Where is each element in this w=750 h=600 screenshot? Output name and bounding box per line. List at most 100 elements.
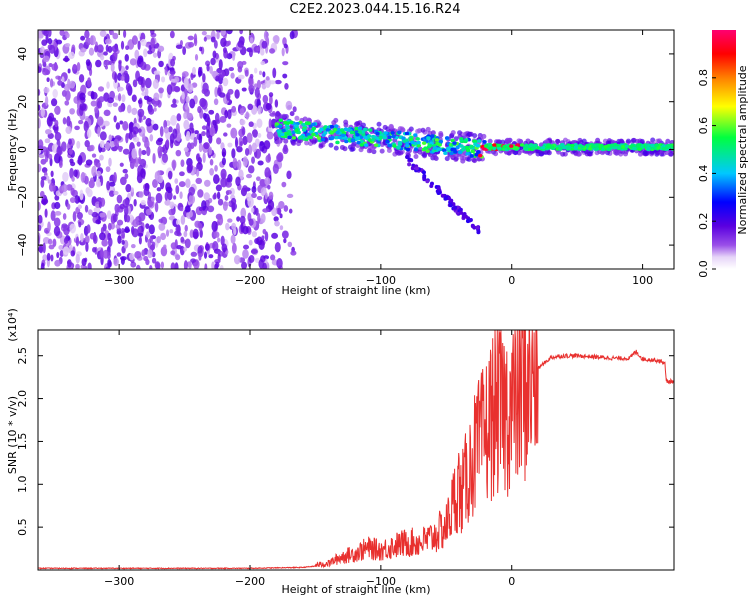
spectrum-point (96, 170, 102, 177)
spectrum-point (249, 37, 254, 44)
spectrum-point (262, 94, 269, 104)
spectrum-point (577, 137, 583, 143)
spectrum-point (63, 237, 69, 244)
spectrum-point (405, 147, 411, 152)
spectrum-point (216, 137, 222, 145)
spectrum-point (54, 201, 61, 210)
spectrum-point (48, 44, 56, 54)
colorbar-gradient (712, 30, 736, 269)
spectrum-point (68, 51, 75, 59)
spectrum-point (188, 210, 193, 218)
spectrum-point (262, 71, 266, 78)
spectrum-point (118, 60, 122, 72)
spectrum-point (240, 207, 247, 219)
chart-title: C2E2.2023.044.15.16.R24 (289, 2, 461, 17)
spectrum-point (198, 206, 203, 212)
spectrum-point (242, 249, 249, 259)
spectrum-point (281, 230, 289, 239)
spectrum-point (168, 215, 175, 221)
spectrum-point (146, 96, 153, 102)
spectrum-point (375, 131, 380, 136)
spectrum-point (174, 76, 180, 83)
spectrum-point (487, 143, 492, 148)
spectrum-point (170, 242, 177, 250)
spectrum-point (387, 135, 392, 139)
spectrum-point (97, 126, 101, 138)
spectrum-point (266, 131, 274, 140)
spectrum-point (183, 246, 188, 252)
spectrum-point (654, 143, 659, 147)
spectrum-point (84, 235, 90, 244)
spectrum-point (469, 154, 474, 158)
spectrum-point (149, 265, 153, 269)
spectrum-point (54, 119, 59, 128)
spectrum-point (407, 157, 412, 162)
spectrum-point (230, 197, 237, 205)
spectrum-point (116, 230, 122, 235)
spectrum-point (131, 35, 138, 45)
spectrum-point (251, 186, 257, 194)
spectrum-point (227, 40, 231, 46)
spectrum-point (348, 132, 354, 138)
spectrum-point (260, 60, 266, 66)
spectrum-point (50, 254, 54, 262)
spectrum-point (543, 139, 549, 145)
spectrogram-x-label: Height of straight line (km) (281, 284, 430, 297)
spectrogram-x-tick-label: −100 (366, 274, 396, 287)
spectrum-point (340, 133, 346, 138)
spectrum-point (105, 266, 111, 269)
spectrum-point (103, 59, 111, 66)
spectrum-point (356, 140, 361, 145)
spectrum-point (664, 150, 670, 156)
spectrum-point (221, 173, 226, 178)
spectrum-point (59, 250, 64, 257)
spectrum-point (230, 72, 235, 79)
spectrum-point (89, 144, 95, 152)
spectrum-point (215, 184, 222, 192)
spectrum-point (416, 143, 422, 148)
spectrum-point (62, 171, 69, 182)
spectrum-point (404, 131, 410, 136)
spectrum-point (98, 201, 102, 209)
spectrum-point (104, 65, 109, 70)
spectrum-point (289, 31, 295, 40)
spectrum-point (110, 30, 115, 36)
spectrum-point (198, 223, 203, 232)
spectrum-point (624, 144, 630, 149)
spectrum-point (123, 228, 131, 233)
colorbar-ticks: 0.0 0.2 0.4 0.6 0.8 (697, 69, 716, 278)
spectrum-point (168, 126, 173, 133)
spectrum-point (121, 227, 125, 233)
spectrum-point (45, 95, 49, 106)
spectrum-point (242, 185, 248, 193)
spectrum-point (121, 94, 126, 103)
spectrum-point (183, 230, 188, 238)
colorbar-tick-label: 0.6 (697, 117, 710, 135)
spectrum-point (80, 35, 86, 41)
spectrum-point (632, 146, 637, 151)
spectrum-point (254, 67, 258, 74)
spectrum-point (422, 174, 427, 179)
spectrum-point (75, 253, 80, 264)
spectrum-point (410, 140, 415, 145)
spectrum-point (140, 61, 147, 70)
spectrum-point (65, 126, 72, 135)
spectrum-point (78, 221, 82, 228)
spectrum-point (349, 130, 355, 135)
spectrum-point (247, 103, 254, 111)
spectrum-point (225, 222, 230, 231)
spectrum-point (165, 229, 170, 237)
spectrum-point (42, 67, 46, 72)
spectrum-point (281, 113, 287, 119)
spectrum-point (491, 146, 497, 151)
snr-y-multiplier: (x10⁴) (6, 308, 19, 342)
spectrum-point (257, 212, 261, 224)
spectrum-point (47, 238, 53, 245)
spectrum-point (206, 63, 210, 72)
spectrum-point (116, 252, 122, 257)
spectrum-point (267, 184, 271, 190)
spectrum-point (94, 45, 99, 53)
spectrum-point (236, 146, 243, 153)
spectrum-point (661, 147, 666, 151)
spectrum-point (38, 30, 43, 39)
